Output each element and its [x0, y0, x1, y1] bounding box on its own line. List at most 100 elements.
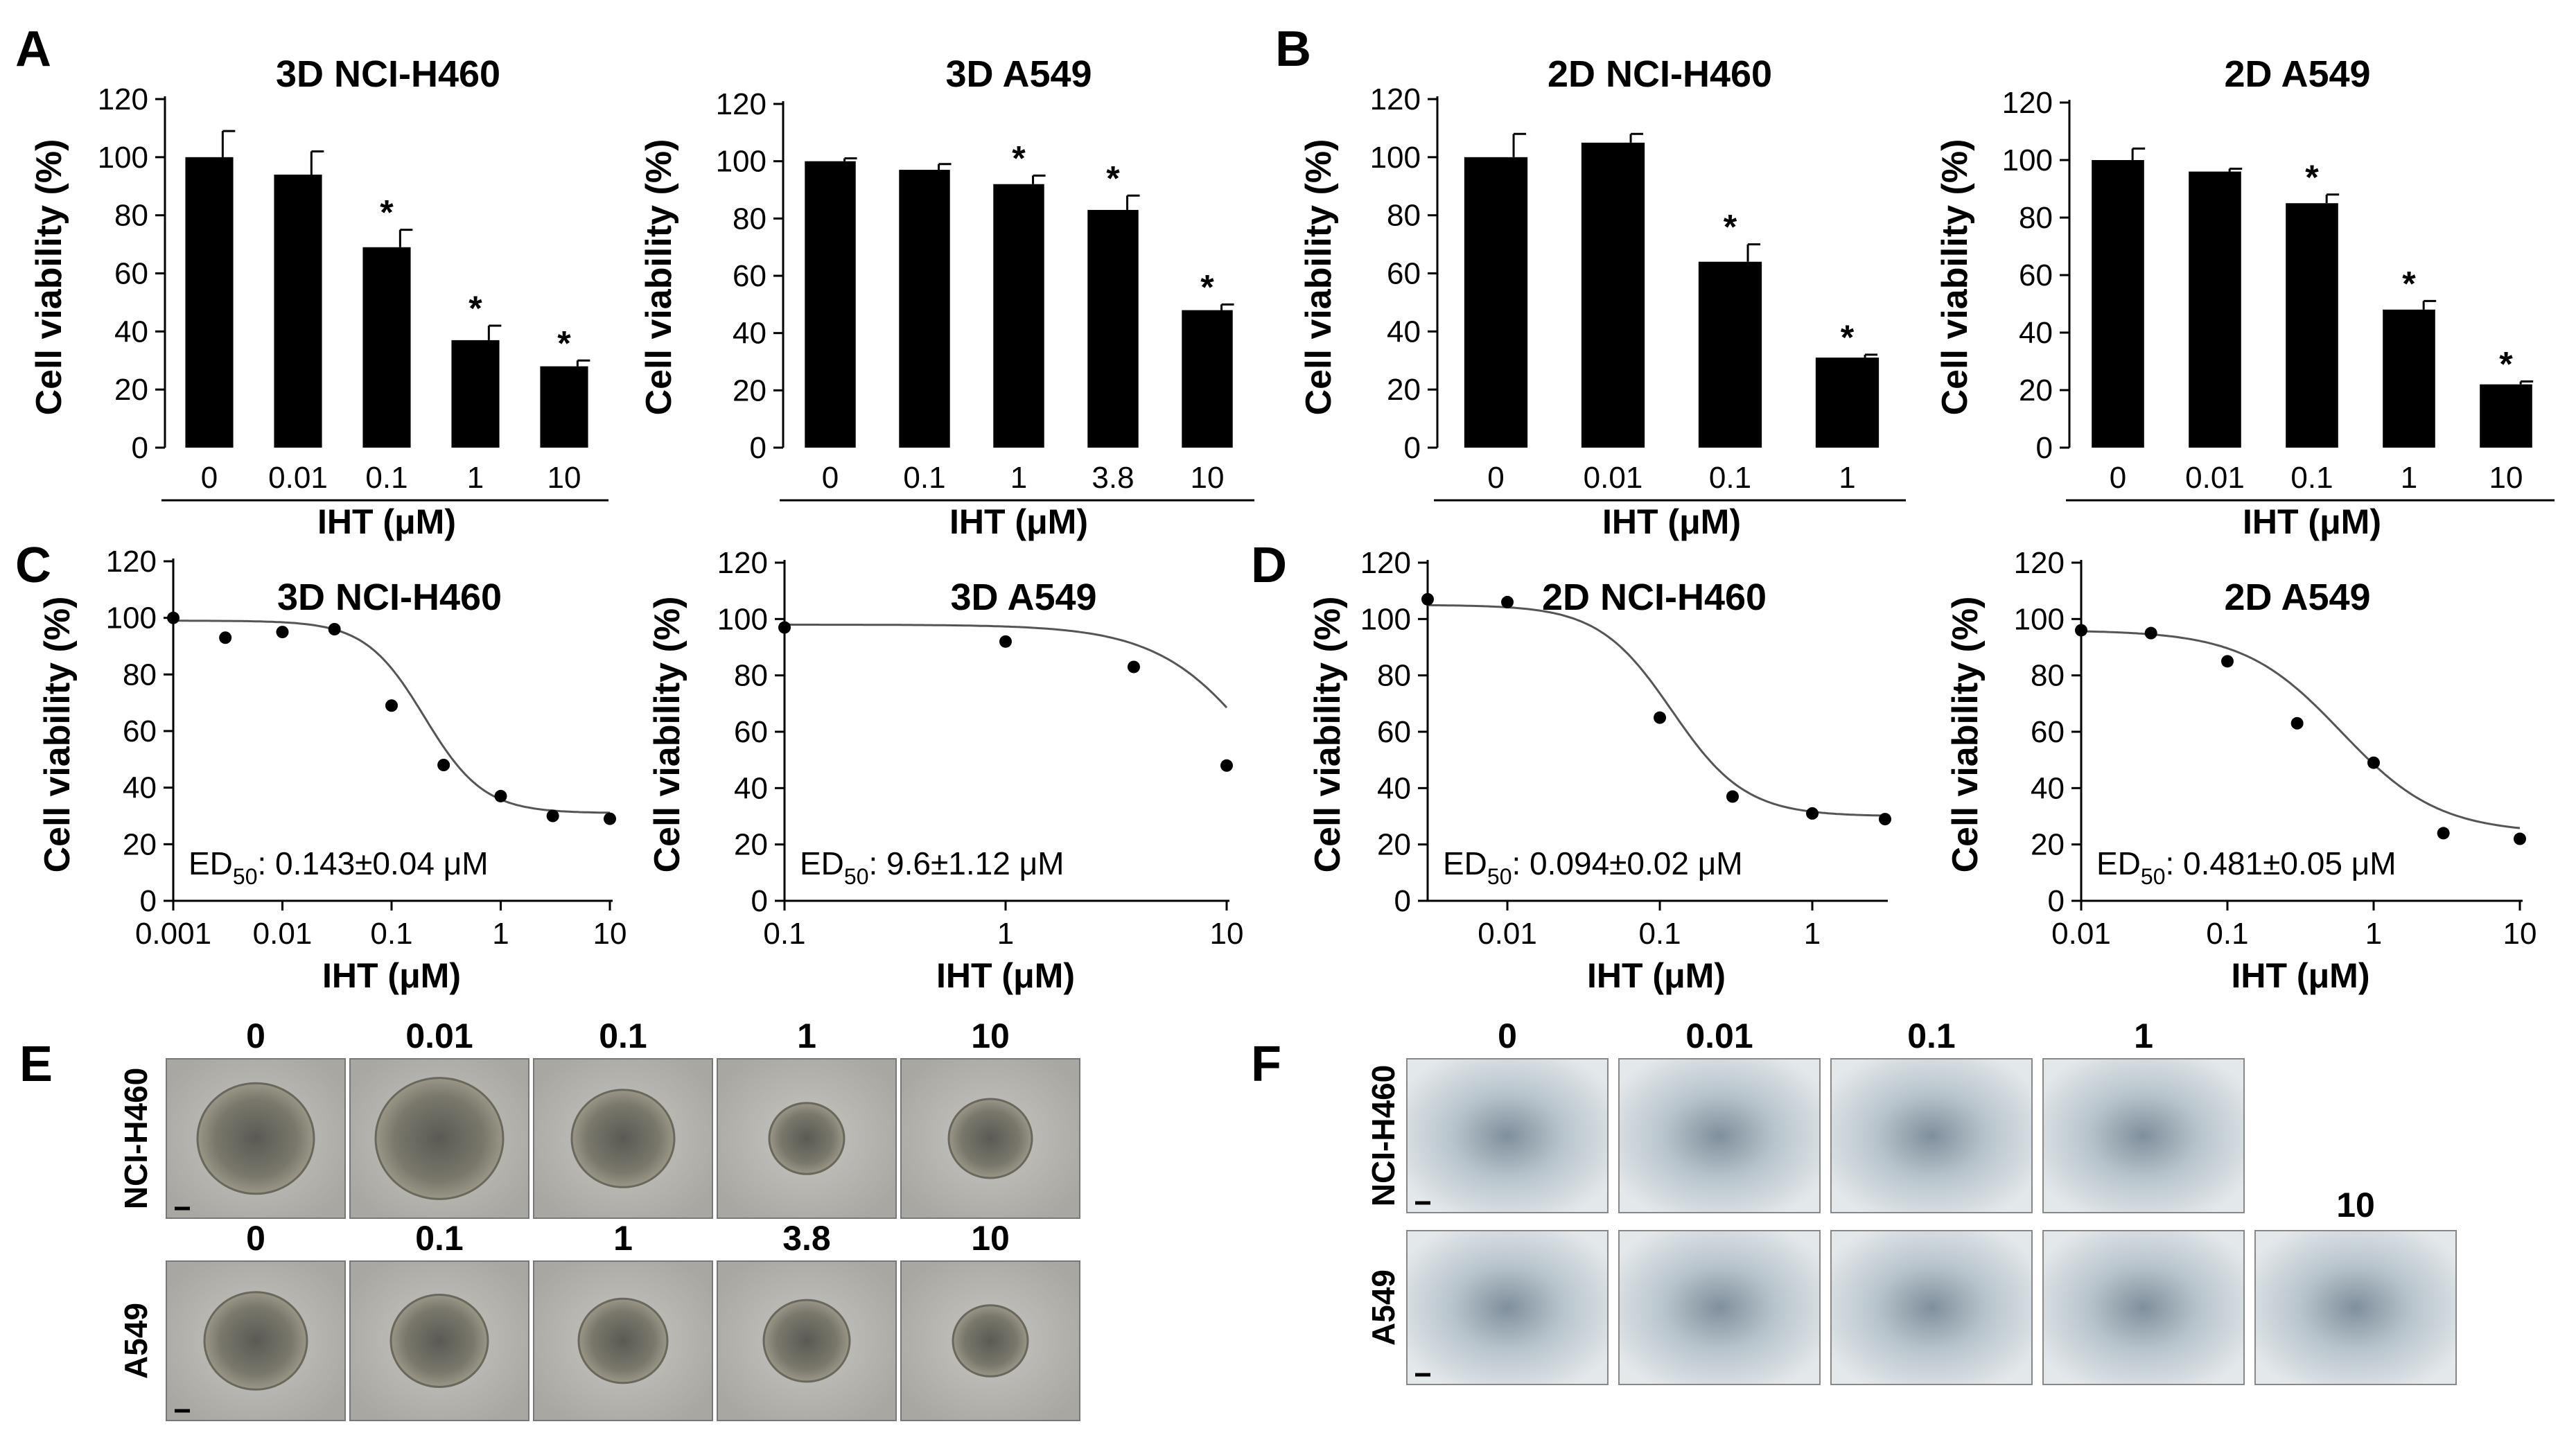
y-tick-label: 20 [2019, 373, 2053, 407]
y-tick-label: 20 [1387, 373, 1421, 407]
spheroid [762, 1299, 851, 1383]
y-tick-label: 0 [1404, 431, 1421, 465]
data-point [1421, 592, 1434, 606]
data-point [1501, 595, 1514, 608]
dose-label: 0 [1498, 1017, 1517, 1055]
y-tick-label: 40 [114, 315, 148, 349]
x-tick-label: 0.1 [370, 917, 412, 951]
y-tick-label: 100 [716, 145, 766, 179]
data-point [2367, 756, 2380, 769]
data-point [276, 626, 289, 639]
y-tick-label: 120 [98, 82, 148, 116]
y-tick-label: 120 [2014, 546, 2065, 580]
dose-label: 10 [971, 1219, 1010, 1258]
row-label: A549 [1365, 1269, 1401, 1346]
data-point [2437, 827, 2450, 840]
y-tick-label: 40 [1387, 315, 1421, 349]
data-point [2221, 655, 2234, 668]
significance-marker: * [468, 289, 482, 328]
bar [2480, 384, 2532, 448]
y-tick-label: 40 [123, 771, 157, 805]
significance-marker: * [2499, 345, 2513, 384]
ed50-value: : 0.481±0.05 μM [2166, 845, 2397, 881]
dose-label: 0.1 [1907, 1017, 1956, 1055]
y-tick-label: 120 [717, 546, 768, 580]
x-tick-label: 1 [1010, 461, 1027, 495]
micrograph-grid-2d: NCI-H460 A549 0 0.01 0.1 1 10 [1365, 1017, 2457, 1385]
x-tick-label: 0.1 [1709, 461, 1751, 495]
micrograph-grid-3d: NCI-H460 0 0.01 0.1 1 10 A549 0 0.1 1 3.8 10 [118, 1017, 1080, 1421]
x-tick-label: 1 [467, 461, 484, 495]
x-tick-label: 10 [2503, 917, 2537, 951]
bar [362, 247, 411, 448]
y-tick-label: 80 [734, 659, 768, 693]
y-axis-label: Cell viability (%) [639, 139, 679, 416]
x-axis-label: IHT (μM) [2243, 502, 2381, 541]
y-tick-label: 40 [2019, 316, 2053, 350]
micrograph-image [1830, 1230, 2033, 1385]
ed50-prefix: ED [800, 845, 844, 881]
ed50-value: : 0.094±0.02 μM [1512, 845, 1743, 881]
micrograph-image [2042, 1230, 2245, 1385]
dose-label: 1 [2134, 1017, 2153, 1055]
bar [451, 340, 500, 448]
significance-marker: * [380, 193, 394, 232]
y-axis-label: Cell viability (%) [1935, 139, 1975, 416]
x-tick-label: 0.1 [2290, 461, 2333, 495]
y-tick-label: 100 [106, 601, 157, 635]
y-tick-label: 0 [140, 884, 157, 918]
dose-label: 10 [2336, 1186, 2375, 1224]
ed50-annotation: ED50: 0.481±0.05 μM [2096, 845, 2397, 889]
y-tick-label: 80 [123, 658, 157, 692]
y-tick-label: 0 [132, 431, 148, 465]
y-axis-label: Cell viability (%) [1308, 597, 1348, 873]
dose-response-2d-a549: 0 20 40 60 80 100 120 Cell viability (%) 2D A549… [1945, 546, 2536, 995]
ed50-subscript: 50 [233, 864, 258, 889]
row-label: A549 [118, 1303, 154, 1379]
micrograph-image [349, 1260, 529, 1421]
data-point [219, 631, 232, 644]
bar [2092, 160, 2144, 448]
y-tick-label: 80 [2019, 201, 2053, 235]
dose-response-3d-a549: 0 20 40 60 80 100 120 Cell viability (%) 3D A549… [647, 546, 1243, 995]
chart-title: 3D A549 [945, 53, 1092, 95]
panel-label-a: A [15, 21, 51, 77]
y-tick-label: 20 [1377, 828, 1411, 862]
data-point [1879, 813, 1891, 826]
bar-chart-2d-nci-h460: 0 20 40 60 80 100 120 Cell viability (%) 2D NCI-… [1299, 53, 1906, 541]
x-tick-label: 1 [1804, 917, 1821, 951]
ed50-value: : 0.143±0.04 μM [258, 845, 489, 881]
y-axis-label: Cell viability (%) [1299, 139, 1339, 416]
y-tick-label: 100 [98, 141, 148, 175]
micrograph-image [1406, 1058, 1609, 1213]
dose-label: 0.1 [415, 1219, 464, 1258]
chart-title: 2D NCI-H460 [1548, 53, 1772, 95]
data-point [546, 809, 559, 823]
y-axis-label: Cell viability (%) [29, 139, 69, 416]
chart-title: 2D A549 [2224, 577, 2370, 618]
x-tick-label: 0 [1487, 461, 1504, 495]
ed50-prefix: ED [1443, 845, 1487, 881]
dose-label: 0 [246, 1219, 265, 1258]
x-tick-label: 1 [2401, 461, 2417, 495]
data-point [2514, 832, 2526, 845]
panel-label-e: E [19, 1037, 53, 1092]
y-axis-label: Cell viability (%) [37, 597, 78, 873]
bar [805, 161, 856, 448]
bar [899, 170, 950, 448]
x-tick-label: 3.8 [1092, 461, 1134, 495]
x-tick-label: 1 [1839, 461, 1855, 495]
y-tick-label: 100 [2014, 602, 2065, 636]
spheroid [389, 1294, 489, 1388]
y-tick-label: 0 [750, 431, 766, 465]
x-axis-label: IHT (μM) [317, 502, 456, 541]
y-tick-label: 120 [1360, 546, 1411, 580]
bar [2383, 309, 2435, 448]
y-tick-label: 40 [734, 771, 768, 805]
x-tick-label: 0 [201, 461, 218, 495]
y-tick-label: 0 [2036, 431, 2053, 465]
x-tick-label: 0.1 [2206, 917, 2248, 951]
chart-title: 2D A549 [2224, 53, 2370, 95]
row-label: NCI-H460 [118, 1068, 154, 1210]
